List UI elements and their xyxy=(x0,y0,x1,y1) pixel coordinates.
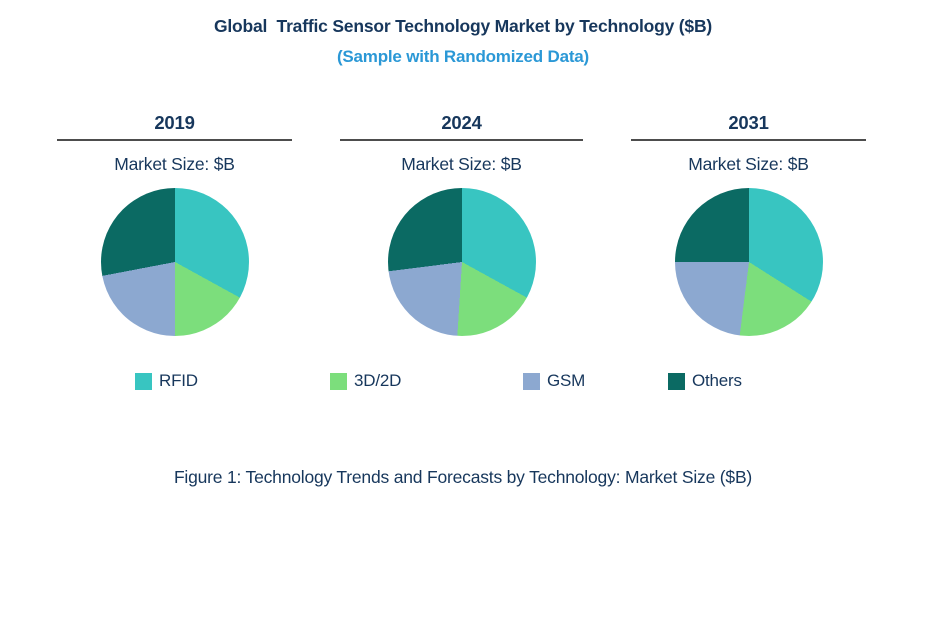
chart-subtitle: (Sample with Randomized Data) xyxy=(336,47,590,66)
pie-columns: 2019 Market Size: $B 2024 Market Size: $… xyxy=(57,112,866,336)
year-header-2019: 2019 xyxy=(57,112,292,141)
legend-label-3d2d: 3D/2D xyxy=(354,371,402,390)
legend-item-rfid: RFID xyxy=(135,371,198,391)
market-size-label-2031: Market Size: $B xyxy=(688,154,809,174)
legend-item-3d2d: 3D/2D xyxy=(330,371,401,391)
pie-chart-2031 xyxy=(674,188,823,336)
legend-label-others: Others xyxy=(692,371,742,390)
pie-chart-2019 xyxy=(100,188,249,336)
year-header-2024: 2024 xyxy=(340,112,583,141)
market-size-label-2019: Market Size: $B xyxy=(114,154,235,174)
column-2024: 2024 Market Size: $B xyxy=(340,112,583,336)
others-color-swatch-icon xyxy=(668,372,685,390)
legend-item-others: Others xyxy=(668,371,742,391)
chart-legend: RFID 3D/2D GSM Others xyxy=(0,371,926,391)
pie-chart-2024 xyxy=(387,188,536,336)
legend-label-gsm: GSM xyxy=(547,371,586,390)
chart-title: Global Traffic Sensor Technology Market … xyxy=(213,16,713,36)
gsm-color-swatch-icon xyxy=(523,372,540,390)
column-2019: 2019 Market Size: $B xyxy=(57,112,292,336)
3d2d-color-swatch-icon xyxy=(330,372,347,390)
rfid-color-swatch-icon xyxy=(135,372,152,390)
market-size-label-2024: Market Size: $B xyxy=(401,154,522,174)
figure-caption: Figure 1: Technology Trends and Forecast… xyxy=(173,467,753,487)
legend-label-rfid: RFID xyxy=(159,371,198,390)
legend-item-gsm: GSM xyxy=(523,371,585,391)
column-2031: 2031 Market Size: $B xyxy=(631,112,866,336)
year-header-2031: 2031 xyxy=(631,112,866,141)
